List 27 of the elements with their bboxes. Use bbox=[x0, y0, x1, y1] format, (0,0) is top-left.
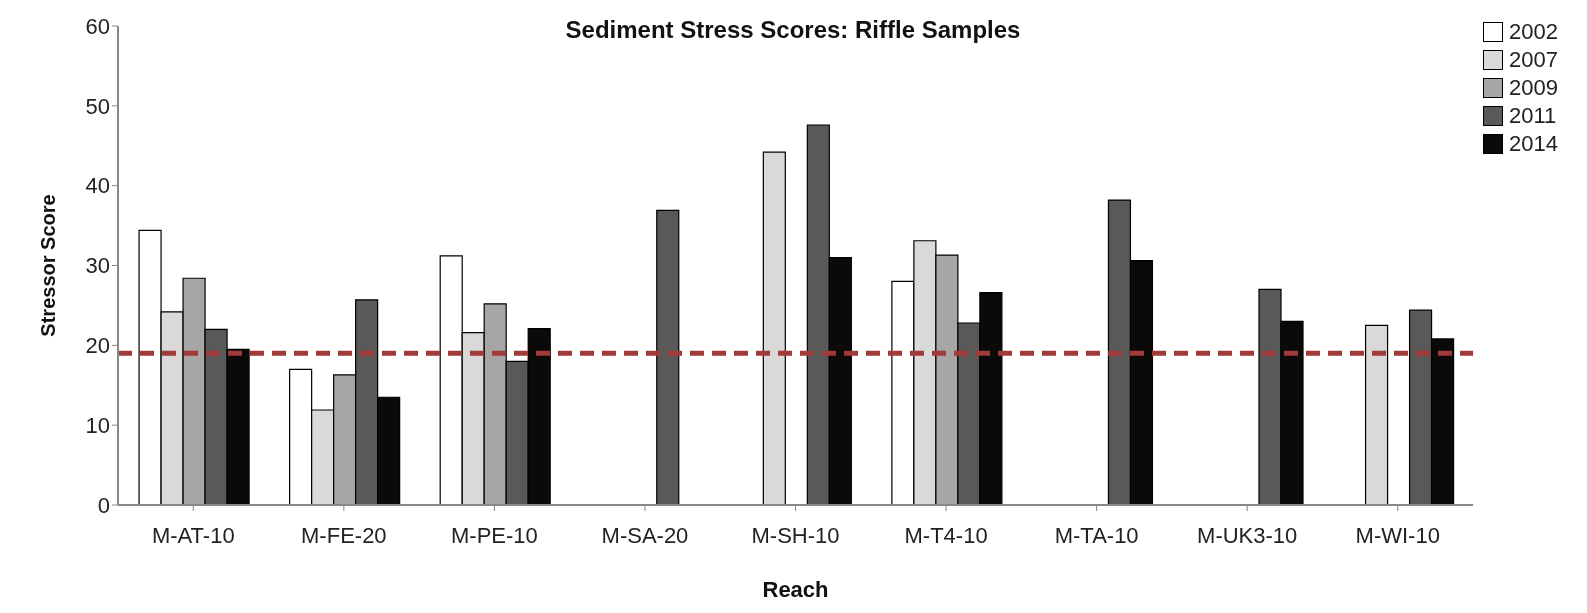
legend-label: 2014 bbox=[1509, 131, 1558, 157]
chart-title: Sediment Stress Scores: Riffle Samples bbox=[565, 16, 1021, 43]
x-tick-label: M-FE-20 bbox=[301, 522, 387, 548]
x-tick-label: M-AT-10 bbox=[151, 522, 235, 548]
y-tick-label: 50 bbox=[85, 93, 110, 119]
x-tick-label: M-T4-10 bbox=[904, 522, 988, 548]
legend-label: 2007 bbox=[1509, 47, 1558, 73]
y-tick-label: 40 bbox=[85, 173, 110, 199]
y-tick-label: 10 bbox=[85, 412, 110, 438]
legend-label: 2002 bbox=[1509, 19, 1558, 45]
x-tick-label: M-WI-10 bbox=[1355, 522, 1440, 548]
legend-label: 2009 bbox=[1509, 75, 1558, 101]
y-tick-label: 60 bbox=[85, 13, 110, 39]
y-tick-label: 30 bbox=[85, 253, 110, 279]
bar bbox=[1364, 324, 1389, 505]
x-axis-title: Reach bbox=[762, 577, 829, 602]
x-tick-label: M-UK3-10 bbox=[1197, 522, 1298, 548]
bar bbox=[656, 209, 680, 505]
x-tick-label: M-TA-10 bbox=[1054, 522, 1139, 548]
y-tick-label: 0 bbox=[97, 492, 110, 518]
y-axis-title: Stressor Score bbox=[37, 194, 60, 337]
x-tick-label: M-PE-10 bbox=[451, 522, 538, 548]
y-tick-label: 20 bbox=[85, 333, 110, 359]
legend-label: 2011 bbox=[1509, 103, 1557, 129]
x-tick-label: M-SA-20 bbox=[601, 522, 689, 548]
bar bbox=[762, 151, 786, 505]
x-tick-label: M-SH-10 bbox=[751, 522, 840, 548]
